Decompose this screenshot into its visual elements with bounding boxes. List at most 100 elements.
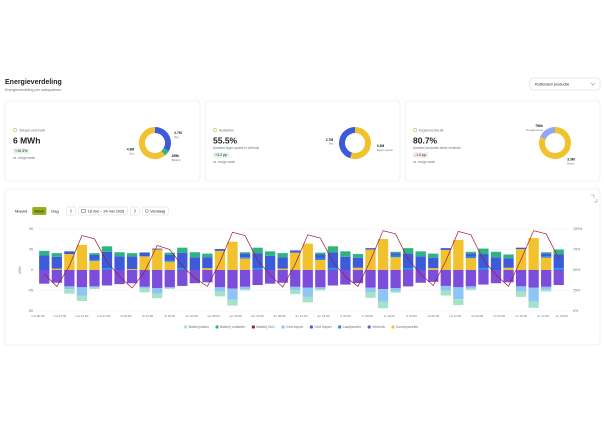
donut-name: Direct xyxy=(567,161,575,165)
bar xyxy=(64,289,75,294)
card-title: Totaal verbruik xyxy=(19,127,45,132)
change-value: +3.2 pp xyxy=(215,153,227,157)
compare-label: vs. vorige week xyxy=(413,160,435,164)
bar xyxy=(277,268,288,270)
bar xyxy=(327,246,339,253)
card-title: Eigenverbruik xyxy=(419,127,443,132)
legend-label[interactable]: Grid export xyxy=(286,325,303,329)
prev-button[interactable] xyxy=(66,206,76,216)
bar xyxy=(302,287,313,297)
next-button[interactable] xyxy=(130,206,140,216)
legend-swatch[interactable] xyxy=(215,325,219,329)
x-tick-label: zo 10:00 xyxy=(515,314,527,318)
legend-label[interactable]: Batterij laden xyxy=(189,325,209,329)
bar xyxy=(76,244,88,270)
bar xyxy=(89,286,100,288)
view-tab[interactable]: Maand xyxy=(15,208,27,213)
bar xyxy=(403,248,414,254)
bar xyxy=(553,249,564,255)
legend-label[interactable]: Laadpunten xyxy=(343,325,362,329)
card-icon xyxy=(12,127,18,133)
bar xyxy=(101,268,113,270)
view-tab[interactable]: Week xyxy=(34,208,44,213)
bar xyxy=(239,289,251,291)
bar xyxy=(239,253,251,258)
expand-icon[interactable] xyxy=(591,194,598,203)
date-button[interactable] xyxy=(78,206,128,216)
donut-segment xyxy=(540,127,556,140)
bar xyxy=(541,289,552,292)
legend-swatch[interactable] xyxy=(281,325,285,329)
bar xyxy=(164,261,175,270)
bar xyxy=(252,268,263,270)
bar xyxy=(315,287,326,290)
bar xyxy=(227,241,238,270)
legend-label[interactable]: Verbruik xyxy=(372,325,385,329)
calendar-icon xyxy=(81,208,86,213)
card-description: Aandeel productie direct verbruikt xyxy=(413,146,461,150)
donut-segment xyxy=(350,127,371,159)
donut-name: Batterij xyxy=(172,158,181,162)
bar xyxy=(227,299,238,306)
donut-label: 459k xyxy=(172,154,180,158)
location-select[interactable]: Rotterdam productie xyxy=(529,77,601,91)
bar xyxy=(252,247,263,254)
bar xyxy=(290,286,301,291)
change-badge xyxy=(13,148,30,154)
bar xyxy=(76,295,88,301)
bar xyxy=(390,251,401,254)
bar xyxy=(51,268,62,270)
legend-swatch[interactable] xyxy=(184,325,188,329)
legend-swatch[interactable] xyxy=(251,325,255,329)
legend-swatch[interactable] xyxy=(338,325,342,329)
bar xyxy=(114,270,125,285)
bar xyxy=(315,252,326,255)
bar xyxy=(440,249,451,270)
x-tick-label: zo 17:00 xyxy=(537,314,549,318)
bar xyxy=(528,238,539,270)
bar xyxy=(365,270,376,288)
bar xyxy=(403,270,414,287)
x-tick-label: do 12:00 xyxy=(295,314,307,318)
donut-segment xyxy=(161,147,169,156)
bar xyxy=(264,251,276,256)
bar xyxy=(390,270,401,289)
legend-label[interactable]: Batterij ontladen xyxy=(220,325,245,329)
plot: 90 45 0 -45 -90 100% 75% 50% 25% 0% kWh ma 00:00 ma … xyxy=(18,227,583,329)
compare-label: vs. vorige week xyxy=(213,160,235,164)
legend-label[interactable]: Batterij SoC xyxy=(256,325,275,329)
donut-label: 2.7M xyxy=(174,131,182,135)
x-tick-label: wo 08:00 xyxy=(207,314,220,318)
x-tick-label: do 19:00 xyxy=(317,314,329,318)
legend-label[interactable]: Zonnepanelen xyxy=(396,325,418,329)
donut-name: Teruglevering xyxy=(526,128,543,132)
legend-swatch[interactable] xyxy=(309,325,313,329)
x-tick-label: ma 00:00 xyxy=(32,314,45,318)
select-label[interactable]: Rotterdam productie xyxy=(535,82,569,86)
card-title: Autarkie xyxy=(219,127,234,132)
bar xyxy=(290,250,301,253)
bar xyxy=(503,254,514,259)
legend-label[interactable]: Grid import xyxy=(314,325,331,329)
date-range[interactable]: 18 mei – 24 mei 2026 xyxy=(88,209,125,213)
bar xyxy=(164,252,175,255)
view-tab[interactable]: Dag xyxy=(51,208,58,213)
bar xyxy=(101,270,113,286)
bar xyxy=(377,239,389,270)
today-button[interactable] xyxy=(142,206,169,216)
change-badge xyxy=(413,152,429,158)
bar xyxy=(440,285,451,291)
change-value: +10.3% xyxy=(15,149,28,153)
view-tab-active[interactable] xyxy=(32,207,47,215)
bar xyxy=(277,257,288,269)
bar xyxy=(164,288,175,290)
legend-swatch[interactable] xyxy=(367,325,371,329)
bar xyxy=(390,253,401,256)
bar xyxy=(214,287,226,292)
bar xyxy=(189,257,200,270)
bar xyxy=(239,252,251,254)
select-box[interactable] xyxy=(529,77,601,91)
legend-swatch[interactable] xyxy=(391,325,395,329)
today-label[interactable]: Vandaag xyxy=(150,209,165,213)
bar xyxy=(377,270,389,290)
